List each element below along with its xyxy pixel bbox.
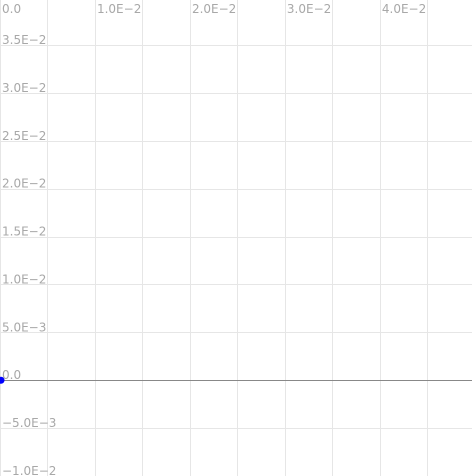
x-tick-label: 3.0E−2 [287, 2, 331, 16]
y-tick-label: −5.0E−3 [2, 416, 56, 430]
y-tick-label: 2.0E−2 [2, 177, 46, 191]
y-tick-label: 5.0E−3 [2, 320, 46, 334]
x-tick-label: 0.0 [2, 2, 21, 16]
y-tick-label: 3.0E−2 [2, 81, 46, 95]
y-tick-label: 3.5E−2 [2, 33, 46, 47]
x-tick-label: 2.0E−2 [192, 2, 236, 16]
tick-labels: 0.0 1.0E−2 2.0E−2 3.0E−2 4.0E−2 3.5E−2 3.0E−2 2… [2, 2, 426, 476]
y-tick-label: 1.0E−2 [2, 272, 46, 286]
y-tick-label: −1.0E−2 [2, 464, 56, 476]
data-point[interactable] [0, 376, 5, 384]
y-tick-label: 1.5E−2 [2, 225, 46, 239]
data-points [0, 376, 5, 384]
y-tick-label: 2.5E−2 [2, 129, 46, 143]
x-tick-label: 4.0E−2 [382, 2, 426, 16]
x-tick-label: 1.0E−2 [97, 2, 141, 16]
y-tick-label: 0.0 [2, 368, 21, 382]
